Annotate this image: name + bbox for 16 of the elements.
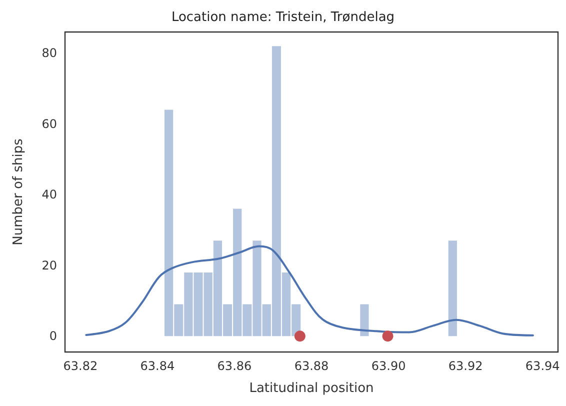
y-axis-title: Number of ships <box>11 138 26 246</box>
chart-title: Location name: Tristein, Trøndelag <box>171 10 395 25</box>
line-series <box>85 245 534 336</box>
y-tick-label: 40 <box>42 188 57 202</box>
x-tick-label: 63.82 <box>63 359 98 373</box>
x-tick-label: 63.92 <box>448 359 483 373</box>
y-tick-label: 0 <box>49 329 57 344</box>
y-tick-label: 80 <box>42 46 57 60</box>
y-tick-label: 20 <box>42 258 57 272</box>
y-tick-label: 60 <box>42 116 57 131</box>
x-tick-label: 63.90 <box>371 359 406 373</box>
x-tick-label: 63.86 <box>217 359 252 373</box>
x-axis-title: Latitudinal position <box>249 381 374 396</box>
x-tick-label: 63.88 <box>294 359 329 373</box>
x-tick-label: 63.94 <box>525 359 560 373</box>
x-tick-label: 63.84 <box>140 359 175 373</box>
